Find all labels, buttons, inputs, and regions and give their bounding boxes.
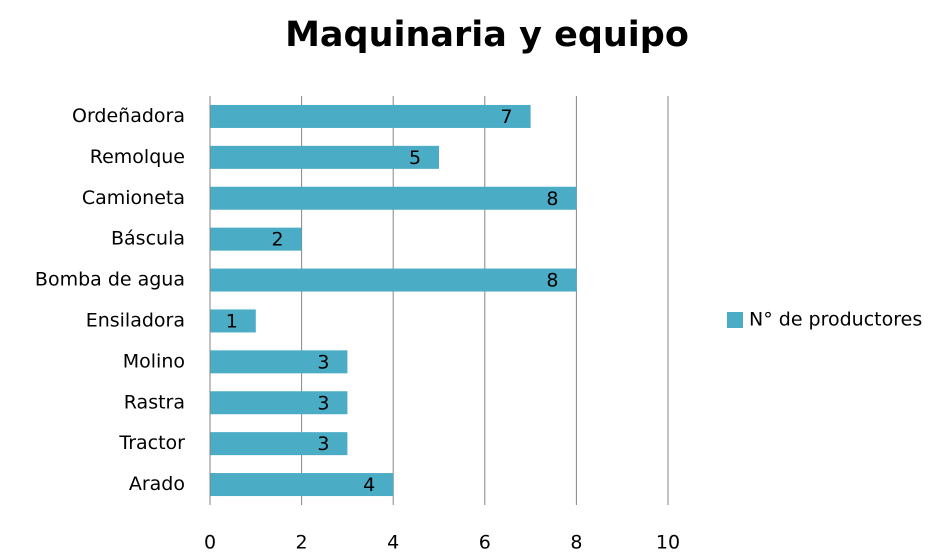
y-tick-label: Rastra: [124, 391, 185, 413]
y-tick-label: Molino: [123, 350, 185, 372]
y-tick-label: Arado: [129, 473, 185, 495]
data-label: 3: [317, 392, 329, 414]
bar: [210, 473, 394, 497]
bar: [210, 104, 531, 128]
x-tick-label: 6: [479, 532, 491, 552]
y-tick-label: Tractor: [118, 432, 185, 454]
data-label: 8: [546, 188, 558, 210]
bar: [210, 145, 439, 169]
data-label: 3: [317, 351, 329, 373]
bar: [210, 391, 348, 415]
data-label: 5: [409, 147, 421, 169]
legend-swatch: [727, 312, 743, 328]
y-tick-label: Ordeñadora: [72, 105, 185, 127]
data-label: 1: [226, 310, 238, 332]
x-tick-label: 0: [204, 532, 216, 552]
y-tick-label: Bomba de agua: [35, 269, 185, 291]
bar: [210, 350, 348, 374]
chart-title: Maquinaria y equipo: [285, 15, 689, 55]
bar: [210, 268, 577, 292]
y-tick-label: Camioneta: [82, 187, 185, 209]
data-label: 3: [317, 433, 329, 455]
x-tick-label: 8: [570, 532, 582, 552]
x-tick-label: 4: [387, 532, 399, 552]
data-label: 8: [546, 270, 558, 292]
y-tick-label: Remolque: [90, 146, 185, 168]
x-tick-label: 10: [656, 532, 680, 552]
bar: [210, 227, 302, 251]
x-tick-label: 2: [296, 532, 308, 552]
bar: [210, 309, 256, 333]
y-tick-label: Ensiladora: [86, 309, 185, 331]
data-label: 7: [501, 106, 513, 128]
y-tick-label: Báscula: [111, 228, 185, 250]
legend-label: N° de productores: [749, 309, 922, 331]
data-label: 4: [363, 474, 375, 496]
data-label: 2: [272, 229, 284, 251]
bar: [210, 186, 577, 210]
bar: [210, 432, 348, 456]
